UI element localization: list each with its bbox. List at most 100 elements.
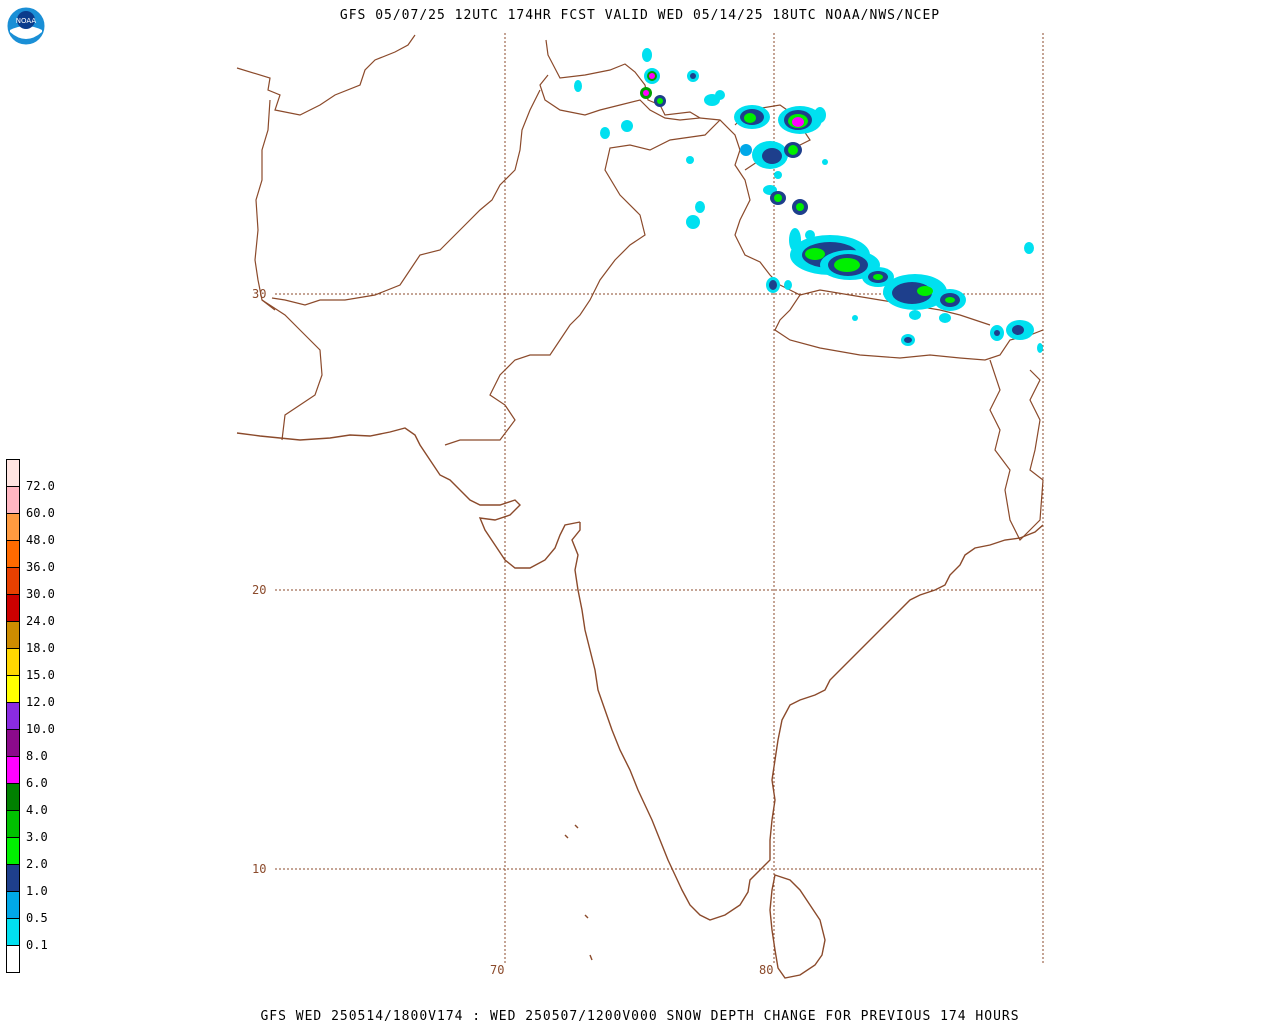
snow-patch: [643, 90, 649, 96]
legend-label: 8.0: [26, 749, 48, 763]
border-afghanistan-pakistan: [271, 39, 702, 306]
snow-patch: [715, 90, 725, 100]
legend-label: 0.1: [26, 938, 48, 952]
lat-label-30: 30: [252, 287, 267, 301]
legend-label: 48.0: [26, 533, 55, 547]
legend-label: 72.0: [26, 479, 55, 493]
legend-label: 4.0: [26, 803, 48, 817]
snow-patch: [657, 98, 663, 104]
snow-patch: [784, 280, 792, 290]
legend-label: 24.0: [26, 614, 55, 628]
snow-patch: [822, 159, 828, 165]
border-bangladesh: [989, 359, 1044, 542]
legend-swatch: [6, 622, 20, 649]
legend-label: 10.0: [26, 722, 55, 736]
legend-label: 3.0: [26, 830, 48, 844]
legend-label: 2.0: [26, 857, 48, 871]
coast-lakshadweep-3: [584, 914, 589, 919]
snow-depth-patches: [574, 48, 1043, 353]
border-india-china: [734, 104, 1044, 361]
snow-patch: [939, 313, 951, 323]
coast-lakshadweep-1: [564, 834, 569, 839]
legend-label: 36.0: [26, 560, 55, 574]
lon-label-70: 70: [490, 963, 505, 977]
snow-patch: [945, 297, 955, 303]
legend-label: 18.0: [26, 641, 55, 655]
snow-patch: [690, 73, 696, 79]
legend-swatch: [6, 865, 20, 892]
lat-lon-grid: [275, 33, 1044, 965]
legend-swatch: [6, 541, 20, 568]
snow-patch: [904, 337, 912, 343]
logo-text: NOAA: [16, 17, 37, 25]
snow-patch: [789, 228, 801, 252]
snow-patch: [774, 194, 782, 202]
legend-swatch: [6, 838, 20, 865]
map-title: GFS 05/07/25 12UTC 174HR FCST VALID WED …: [339, 8, 941, 23]
snow-patch: [796, 203, 804, 211]
snow-patch: [788, 145, 798, 155]
snow-patch: [686, 156, 694, 164]
legend-label: 6.0: [26, 776, 48, 790]
legend-swatch: [6, 919, 20, 946]
snow-patch: [769, 280, 777, 290]
snow-patch: [649, 73, 655, 79]
color-legend: 72.0 60.0 48.0 36.0 30.0 24.0 18.0 15.0 12.0 10.0…: [6, 459, 55, 973]
snow-patch: [1024, 242, 1034, 254]
legend-swatch: [6, 730, 20, 757]
snow-patch: [792, 117, 804, 127]
coast-lakshadweep-2: [574, 824, 579, 829]
legend-swatch: [6, 568, 20, 595]
legend-swatch: [6, 487, 20, 514]
legend-label: 12.0: [26, 695, 55, 709]
legend-swatch: [6, 676, 20, 703]
map-footer-title: GFS WED 250514/1800V174 : WED 250507/120…: [260, 1009, 1020, 1024]
lon-label-80: 80: [759, 963, 774, 977]
snow-patch: [642, 48, 652, 62]
coast-lakshadweep-4: [589, 954, 593, 961]
legend-swatch: [6, 649, 20, 676]
legend-swatch: [6, 784, 20, 811]
snow-patch: [834, 258, 860, 272]
border-afghanistan-north: [236, 34, 416, 116]
coastline: [236, 427, 1044, 979]
border-iran-afghanistan: [254, 99, 276, 311]
legend-label: 60.0: [26, 506, 55, 520]
snow-patch: [621, 120, 633, 132]
legend-label: 1.0: [26, 884, 48, 898]
snow-patch: [917, 286, 933, 296]
snow-patch: [873, 274, 883, 280]
lat-label-20: 20: [252, 583, 267, 597]
snow-patch: [994, 330, 1000, 336]
snow-patch: [774, 171, 782, 179]
snow-patch: [600, 127, 610, 139]
snow-patch: [805, 230, 815, 240]
legend-swatch: [6, 459, 20, 487]
snow-patch: [686, 215, 700, 229]
border-pakistan-india: [444, 117, 781, 446]
legend-swatch: [6, 946, 20, 973]
snow-patch: [695, 201, 705, 213]
legend-swatch: [6, 757, 20, 784]
coast-india-west: [571, 522, 1044, 921]
legend-swatch: [6, 892, 20, 919]
legend-swatch: [6, 703, 20, 730]
snow-patch: [1012, 325, 1024, 335]
legend-label: 30.0: [26, 587, 55, 601]
snow-patch: [744, 113, 756, 123]
snow-patch: [762, 148, 782, 164]
snow-patch: [805, 248, 825, 260]
coast-sri-lanka: [769, 874, 826, 979]
legend-swatch: [6, 595, 20, 622]
snow-patch: [852, 315, 858, 321]
snow-patch: [740, 144, 752, 156]
legend-label: 0.5: [26, 911, 48, 925]
snow-patch: [909, 310, 921, 320]
snow-patch: [574, 80, 582, 92]
legend-swatch: [6, 811, 20, 838]
coast-makran: [236, 427, 581, 569]
snow-patch: [1037, 343, 1043, 353]
noaa-logo: NOAA: [6, 6, 46, 46]
lat-label-10: 10: [252, 862, 267, 876]
